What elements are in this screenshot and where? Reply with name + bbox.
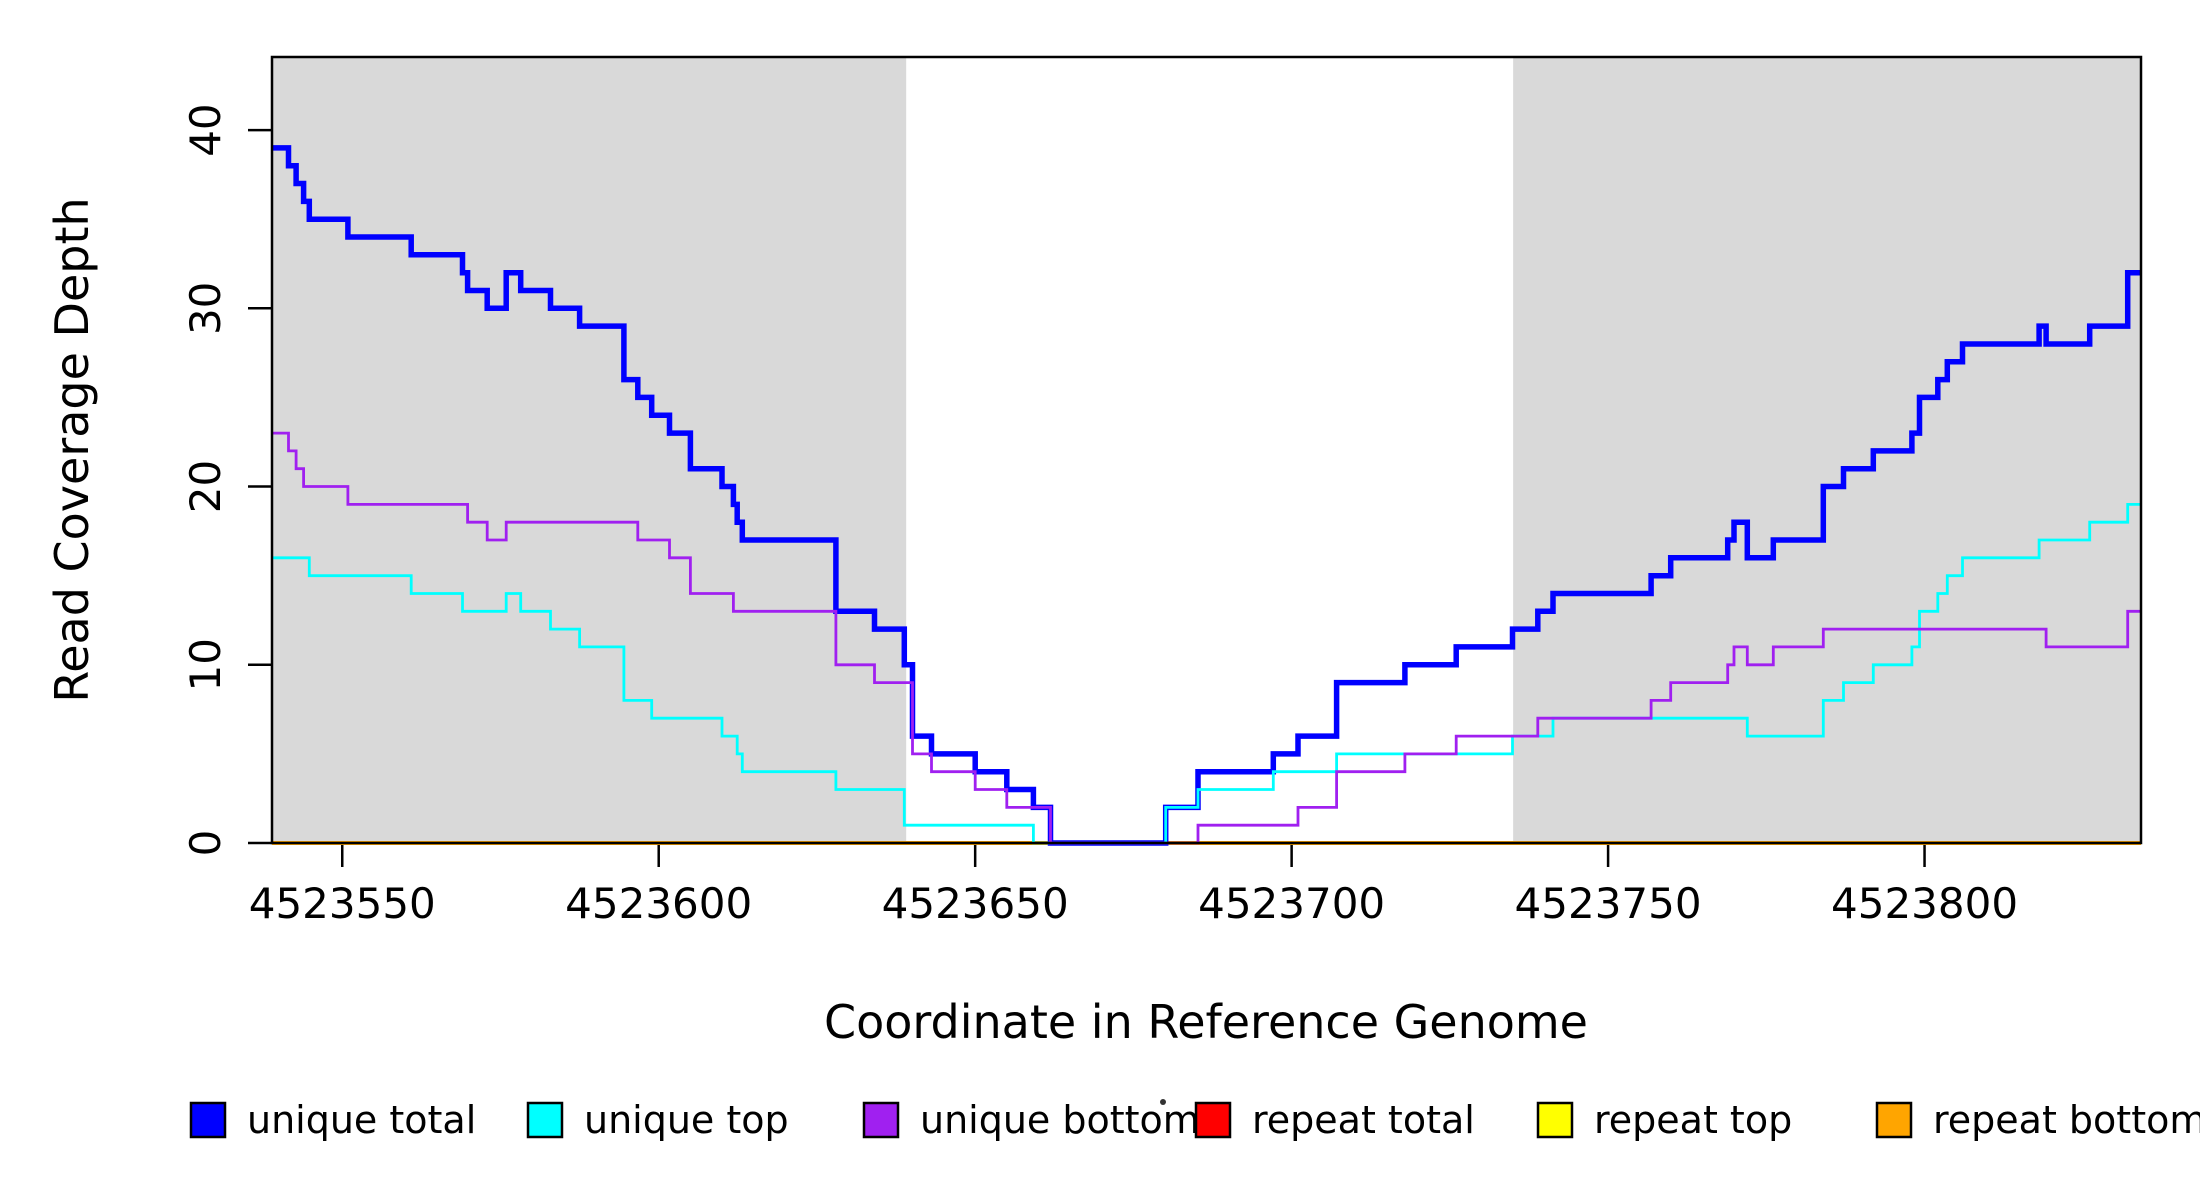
x-tick-label: 4523700 [1198,879,1385,928]
x-tick-label: 4523550 [249,879,436,928]
y-tick-label: 0 [181,830,230,857]
series-line-unique-bottom [272,431,2141,845]
legend-swatch-unique-total [189,1101,227,1139]
x-axis-title: Coordinate in Reference Genome [824,995,1588,1049]
series-line-unique-top [272,503,2141,845]
legend-label-unique-top: unique top [584,1098,789,1142]
legend-label-repeat-total: repeat total [1252,1098,1475,1142]
plot-box [270,55,2143,845]
legend-swatch-repeat-bottom [1875,1101,1913,1139]
legend-swatch-unique-top [526,1101,564,1139]
legend-swatch-repeat-top [1536,1101,1574,1139]
series-line-unique-total [272,145,2141,846]
legend-label-repeat-top: repeat top [1594,1098,1792,1142]
x-tick-label: 4523800 [1831,879,2018,928]
shaded-region [1513,57,2141,843]
y-tick-label: 20 [181,460,230,513]
shaded-region [272,57,907,843]
y-tick-label: 30 [181,282,230,335]
y-tick-label: 40 [181,103,230,156]
legend-label-unique-bottom: unique bottom [920,1098,1200,1142]
legend-swatch-repeat-total [1194,1101,1232,1139]
y-tick-label: 10 [181,638,230,691]
stray-dot-artifact [1160,1099,1166,1105]
x-tick-label: 4523750 [1515,879,1702,928]
legend-label-unique-total: unique total [247,1098,476,1142]
legend-swatch-unique-bottom [862,1101,900,1139]
x-tick-label: 4523600 [565,879,752,928]
legend-label-repeat-bottom: repeat bottom [1933,1098,2200,1142]
y-axis-title: Read Coverage Depth [45,197,99,702]
x-tick-label: 4523650 [882,879,1069,928]
